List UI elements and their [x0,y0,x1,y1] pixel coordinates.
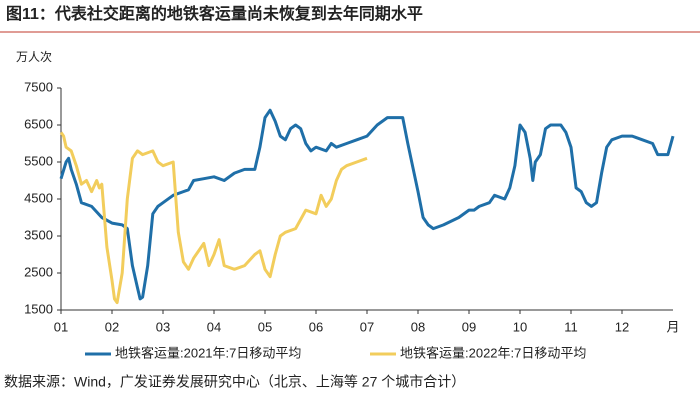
y-tick-label: 1500 [24,301,53,316]
source: 数据来源：Wind，广发证券发展研究中心（北京、上海等 27 个城市合计） [4,374,465,390]
x-tick-label: 10 [513,319,527,334]
x-tick-label: 03 [156,319,170,334]
x-tick-label: 02 [105,319,119,334]
y-tick-label: 5500 [24,153,53,168]
series-line [59,131,368,305]
y-tick-label: 7500 [24,79,53,94]
x-tick-label: 12 [615,319,629,334]
x-tick-label: 06 [309,319,323,334]
x-tick-label: 04 [207,319,221,334]
legend-label: 地铁客运量:2022年:7日移动平均 [400,345,586,360]
x-tick-label: 09 [462,319,476,334]
x-tick-label: 01 [54,319,68,334]
y-tick-label: 3500 [24,227,53,242]
y-tick-label: 2500 [24,264,53,279]
x-tick-label: 11 [564,319,578,334]
y-unit: 万人次 [16,50,52,64]
chart-title: 图11：代表社交距离的地铁客运量尚未恢复到去年同期水平 [6,4,423,23]
x-unit: 月 [666,319,679,334]
x-tick-label: 05 [258,319,272,334]
x-tick-label: 07 [360,319,374,334]
series-line [59,108,675,301]
legend-label: 地铁客运量:2021年:7日移动平均 [115,345,301,360]
x-tick-label: 08 [411,319,425,334]
y-tick-label: 4500 [24,190,53,205]
y-tick-label: 6500 [24,116,53,131]
